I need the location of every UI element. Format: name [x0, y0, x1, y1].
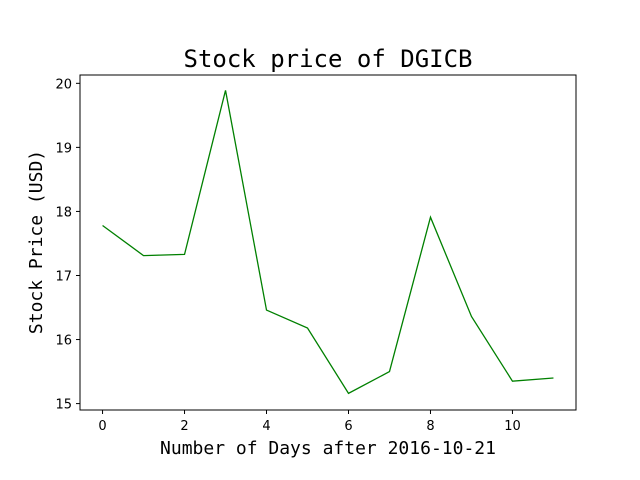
y-tick-label: 15: [55, 398, 72, 413]
x-tick-label: 4: [262, 419, 270, 434]
series-line: [102, 90, 554, 395]
plot-frame: [79, 74, 577, 411]
y-tick-label: 19: [55, 141, 72, 156]
y-tick-label: 18: [55, 205, 72, 220]
x-axis-ticks: 0 2 4 6 8 10: [98, 410, 521, 434]
y-tick-label: 20: [55, 77, 72, 92]
x-tick-label: 10: [504, 419, 521, 434]
y-axis-label: Stock Price (USD): [26, 150, 47, 334]
x-axis-label: Number of Days after 2016-10-21: [160, 438, 496, 459]
y-axis-ticks: 15 16 17 18 19 20: [55, 77, 80, 413]
x-tick-label: 6: [344, 419, 352, 434]
x-tick-label: 2: [180, 419, 188, 434]
y-tick-label: 17: [55, 269, 72, 284]
x-tick-label: 0: [98, 419, 106, 434]
y-tick-label: 16: [55, 334, 72, 349]
chart-title: Stock price of DGICB: [184, 45, 473, 73]
x-tick-label: 8: [426, 419, 434, 434]
plot-area: [79, 74, 577, 411]
